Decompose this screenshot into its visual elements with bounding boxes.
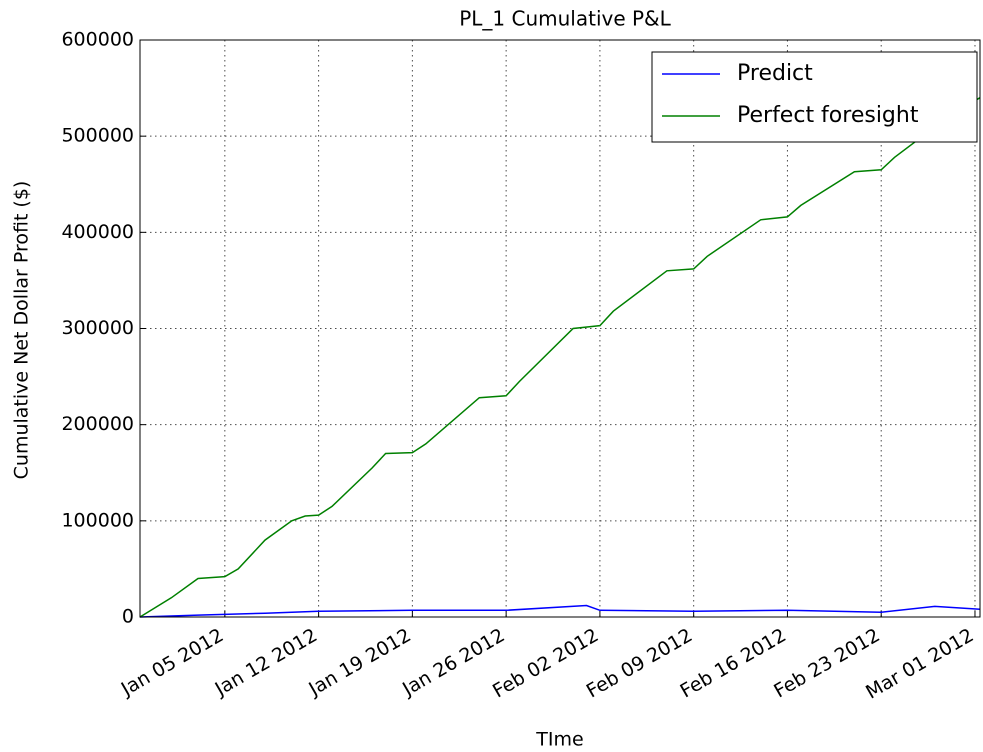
x-tick-label: Jan 19 2012 [304,624,415,701]
plot-frame [139,39,981,618]
x-tick-label: Feb 09 2012 [583,624,696,702]
y-tick-label: 400000 [61,221,134,243]
x-tick-label: Feb 02 2012 [489,624,602,702]
legend-label: Perfect foresight [737,103,919,128]
series-line [139,604,981,618]
y-tick-label: 200000 [61,413,134,435]
y-tick-label: 100000 [61,509,134,531]
x-tick-label: Feb 16 2012 [677,624,790,702]
legend-label: Predict [737,61,813,86]
x-tick-label: Jan 05 2012 [117,624,228,701]
series-line [139,97,981,618]
y-tick-label: 0 [122,606,134,628]
legend-box [651,51,978,143]
chart-title: PL_1 Cumulative P&L [459,7,671,31]
x-axis-label: TIme [535,729,583,751]
x-tick-label: Jan 12 2012 [211,624,322,701]
y-tick-label: 500000 [61,125,134,147]
y-tick-label: 300000 [61,317,134,339]
y-tick-label: 600000 [61,29,134,51]
y-axis-label: Cumulative Net Dollar Profit ($) [11,181,33,480]
